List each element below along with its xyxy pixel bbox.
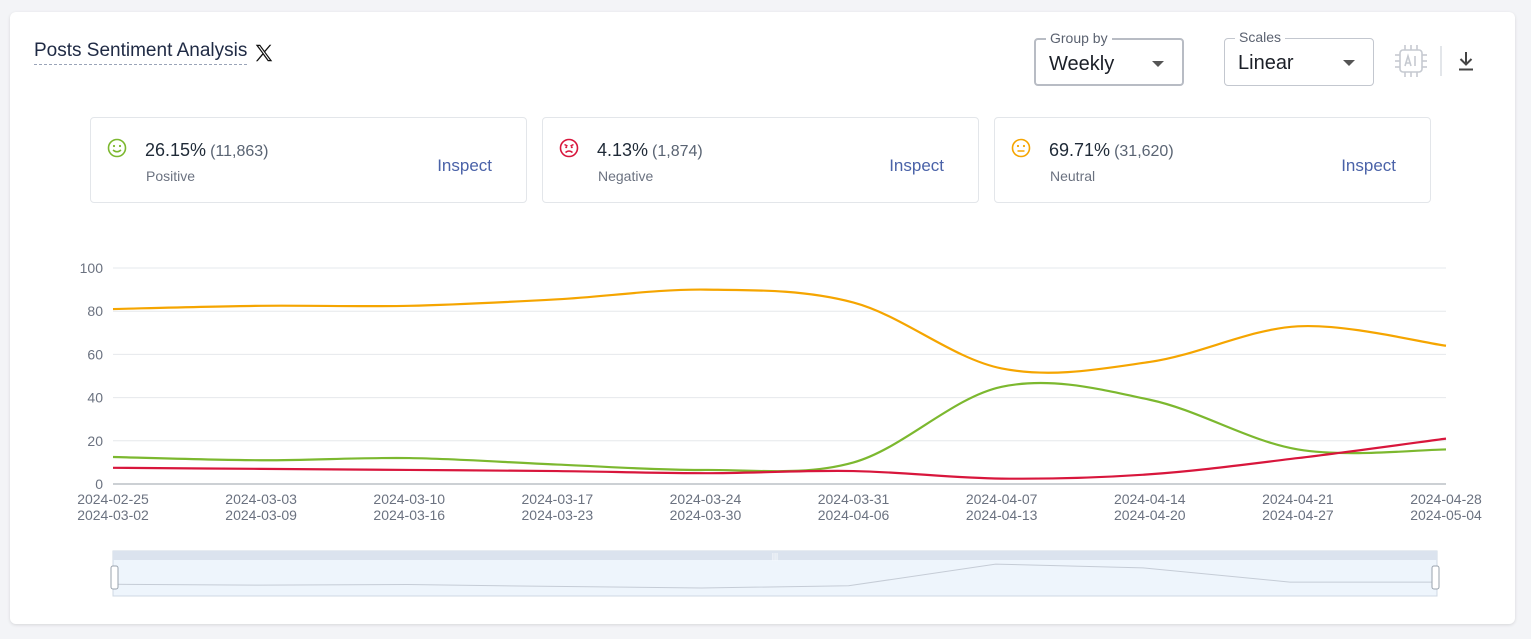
y-axis: 0 20 40 60 80 100 (80, 260, 104, 492)
stat-label: Positive (146, 168, 196, 184)
stat-count: (31,620) (1114, 143, 1174, 160)
angry-face-icon (559, 138, 579, 158)
x-tick-label: 2024-02-25 (77, 491, 149, 507)
stat-percent-value: 4.13% (597, 140, 649, 160)
stat-percent-value: 26.15% (145, 140, 207, 160)
group-by-value: Weekly (1049, 53, 1115, 75)
smile-face-icon (107, 138, 127, 158)
stat-percent: 4.13% (1,874) (597, 140, 703, 161)
stat-count: (1,874) (652, 143, 703, 160)
sentiment-card: Posts Sentiment Analysis Group by Weekly… (10, 12, 1515, 624)
scales-legend: Scales (1235, 29, 1286, 45)
chart-series (112, 288, 1447, 480)
stat-percent: 69.71% (31,620) (1049, 140, 1174, 161)
x-tick-label: 2024-04-14 (1114, 491, 1186, 507)
x-tick-label: 2024-04-20 (1114, 507, 1186, 523)
stat-label: Negative (598, 168, 654, 184)
x-logo-icon (256, 44, 273, 61)
navigator-series-line (112, 563, 1437, 589)
x-tick-label: 2024-04-07 (966, 491, 1038, 507)
stat-percent: 26.15% (11,863) (145, 140, 268, 161)
x-tick-label: 2024-03-16 (373, 507, 445, 523)
scales-select[interactable]: Scales Linear (1224, 29, 1374, 86)
navigator-handle-left (110, 565, 119, 590)
y-tick-label: 20 (87, 433, 103, 449)
stat-card-negative: 4.13% (1,874) Negative Inspect (542, 117, 979, 203)
chart-navigator[interactable]: ||| (110, 550, 1440, 597)
y-tick-label: 0 (95, 476, 103, 492)
stat-card-positive: 26.15% (11,863) Positive Inspect (90, 117, 527, 203)
x-tick-label: 2024-04-28 (1410, 491, 1482, 507)
x-tick-label: 2024-03-17 (522, 491, 594, 507)
stat-label: Neutral (1050, 168, 1096, 184)
x-tick-label: 2024-04-06 (818, 507, 890, 523)
stat-count: (11,863) (210, 143, 269, 160)
header: Posts Sentiment Analysis (34, 40, 275, 65)
series-line-positive (112, 381, 1447, 473)
x-tick-label: 2024-03-23 (522, 507, 594, 523)
page-title[interactable]: Posts Sentiment Analysis (34, 40, 248, 65)
x-tick-label: 2024-03-09 (225, 507, 297, 523)
ai-chip-icon[interactable] (1394, 44, 1428, 78)
y-tick-label: 60 (87, 346, 103, 362)
navigator-scrollbar (113, 551, 1437, 560)
x-tick-label: 2024-04-21 (1262, 491, 1334, 507)
neutral-face-icon (1011, 138, 1031, 158)
x-tick-label: 2024-03-02 (77, 507, 149, 523)
inspect-negative-button[interactable]: Inspect (889, 156, 944, 175)
x-tick-label: 2024-03-31 (818, 491, 890, 507)
x-tick-label: 2024-03-03 (225, 491, 297, 507)
stat-percent-value: 69.71% (1049, 140, 1111, 160)
navigator-handle-right (1431, 565, 1440, 590)
navigator-grip-icon: ||| (772, 552, 778, 561)
inspect-positive-button[interactable]: Inspect (437, 156, 492, 175)
toolbar-divider (1440, 46, 1442, 76)
series-line-negative (112, 437, 1447, 480)
group-by-select[interactable]: Group by Weekly (1034, 30, 1184, 86)
chevron-down-icon (1343, 60, 1355, 66)
inspect-neutral-button[interactable]: Inspect (1341, 156, 1396, 175)
x-tick-label: 2024-05-04 (1410, 507, 1482, 523)
y-tick-label: 80 (87, 303, 103, 319)
scales-value: Linear (1238, 52, 1294, 74)
y-tick-label: 40 (87, 390, 103, 406)
series-line-neutral (112, 288, 1447, 374)
x-tick-label: 2024-04-13 (966, 507, 1038, 523)
group-by-legend: Group by (1046, 30, 1112, 46)
download-icon[interactable] (1456, 50, 1476, 72)
chevron-down-icon (1152, 61, 1164, 67)
stat-card-neutral: 69.71% (31,620) Neutral Inspect (994, 117, 1431, 203)
x-tick-label: 2024-03-30 (670, 507, 742, 523)
x-tick-label: 2024-03-10 (373, 491, 445, 507)
x-tick-label: 2024-03-24 (670, 491, 742, 507)
chart-grid (113, 267, 1446, 485)
y-tick-label: 100 (80, 260, 104, 276)
x-tick-label: 2024-04-27 (1262, 507, 1334, 523)
